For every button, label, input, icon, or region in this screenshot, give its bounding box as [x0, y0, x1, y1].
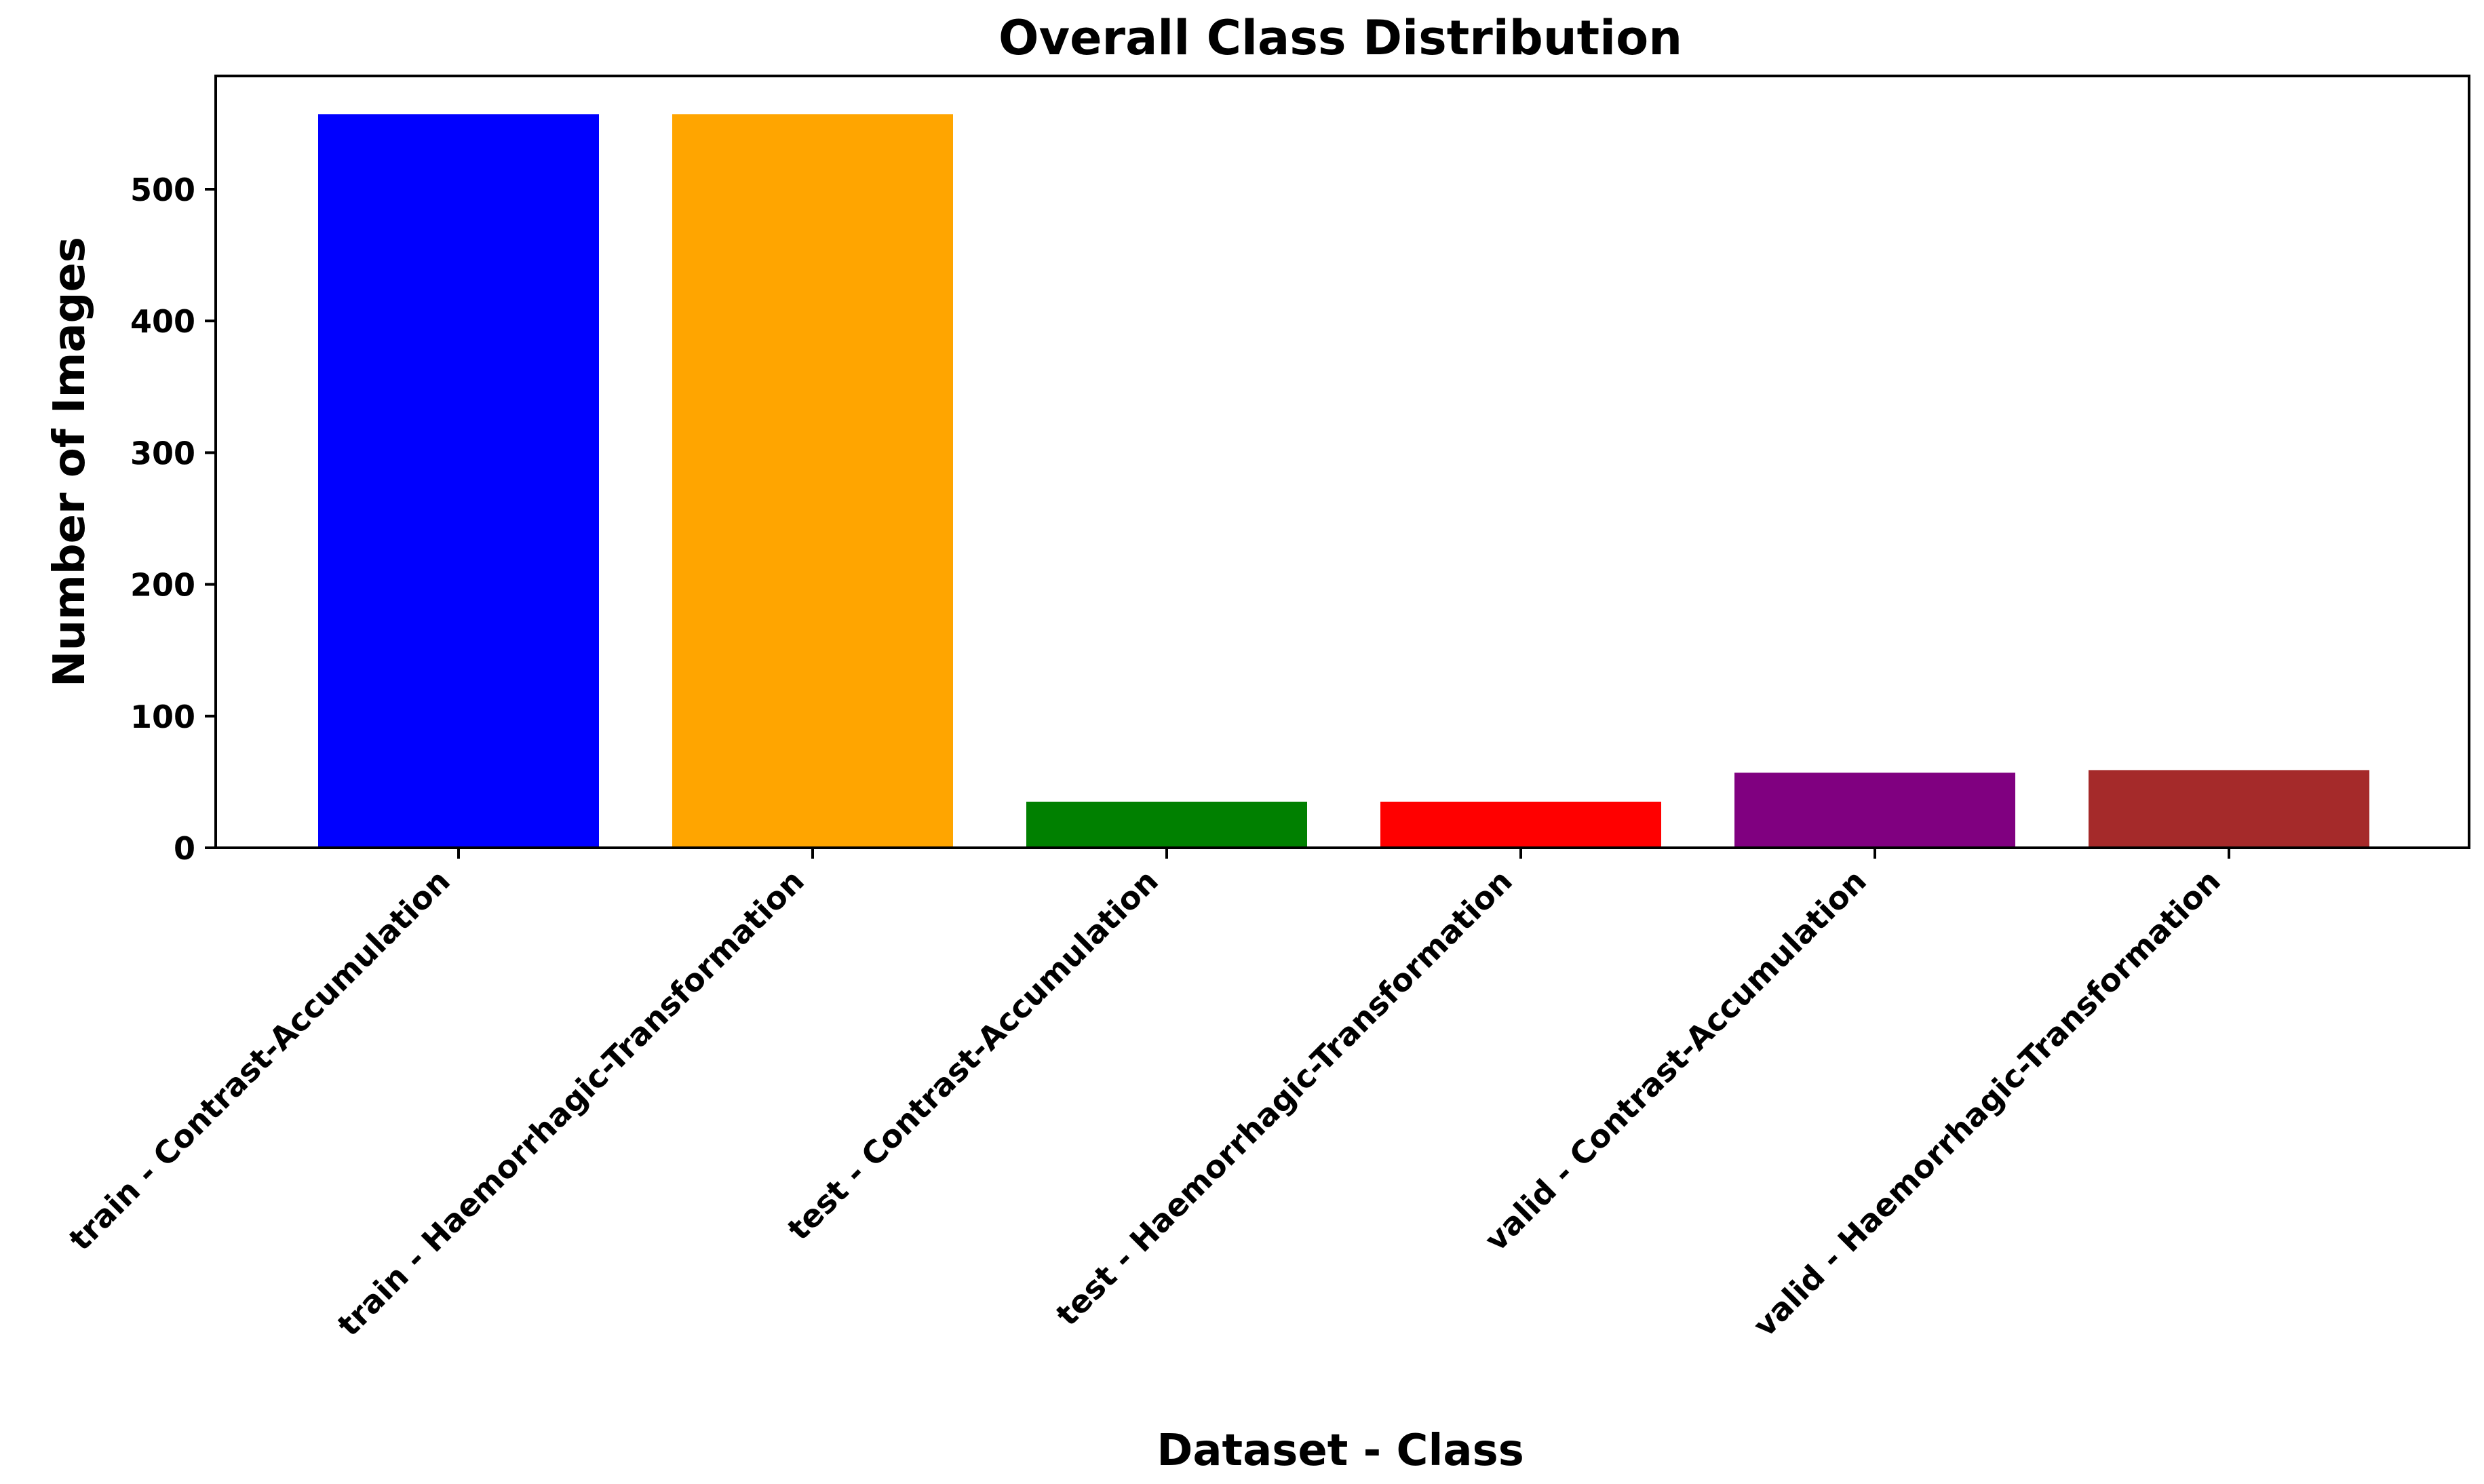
- bar-1: [318, 114, 599, 848]
- x-tick-label: train - Contrast-Accumulation: [62, 863, 457, 1258]
- y-tick-label: 300: [130, 435, 195, 471]
- y-tick-label: 400: [130, 303, 195, 340]
- bars-group: [318, 114, 2369, 848]
- bar-2: [672, 114, 953, 848]
- chart-title: Overall Class Distribution: [998, 10, 1682, 66]
- y-axis-ticks: 0 100 200 300 400 500: [130, 172, 216, 867]
- bar-4: [1380, 802, 1661, 848]
- plot-area-frame: [214, 75, 2470, 849]
- x-axis-label: Dataset - Class: [1157, 1426, 1524, 1476]
- y-tick-label: 100: [130, 699, 195, 735]
- y-tick-label: 200: [130, 567, 195, 604]
- bar-3: [1026, 802, 1307, 848]
- bar-6: [2089, 770, 2369, 848]
- y-axis-label: Number of Images: [45, 237, 95, 687]
- y-tick-label: 0: [174, 830, 195, 867]
- x-tick-label: valid - Contrast-Accumulation: [1477, 863, 1874, 1259]
- y-tick-label: 500: [130, 172, 195, 208]
- bar-5: [1734, 773, 2015, 848]
- x-tick-label: test - Contrast-Accumulation: [780, 863, 1165, 1247]
